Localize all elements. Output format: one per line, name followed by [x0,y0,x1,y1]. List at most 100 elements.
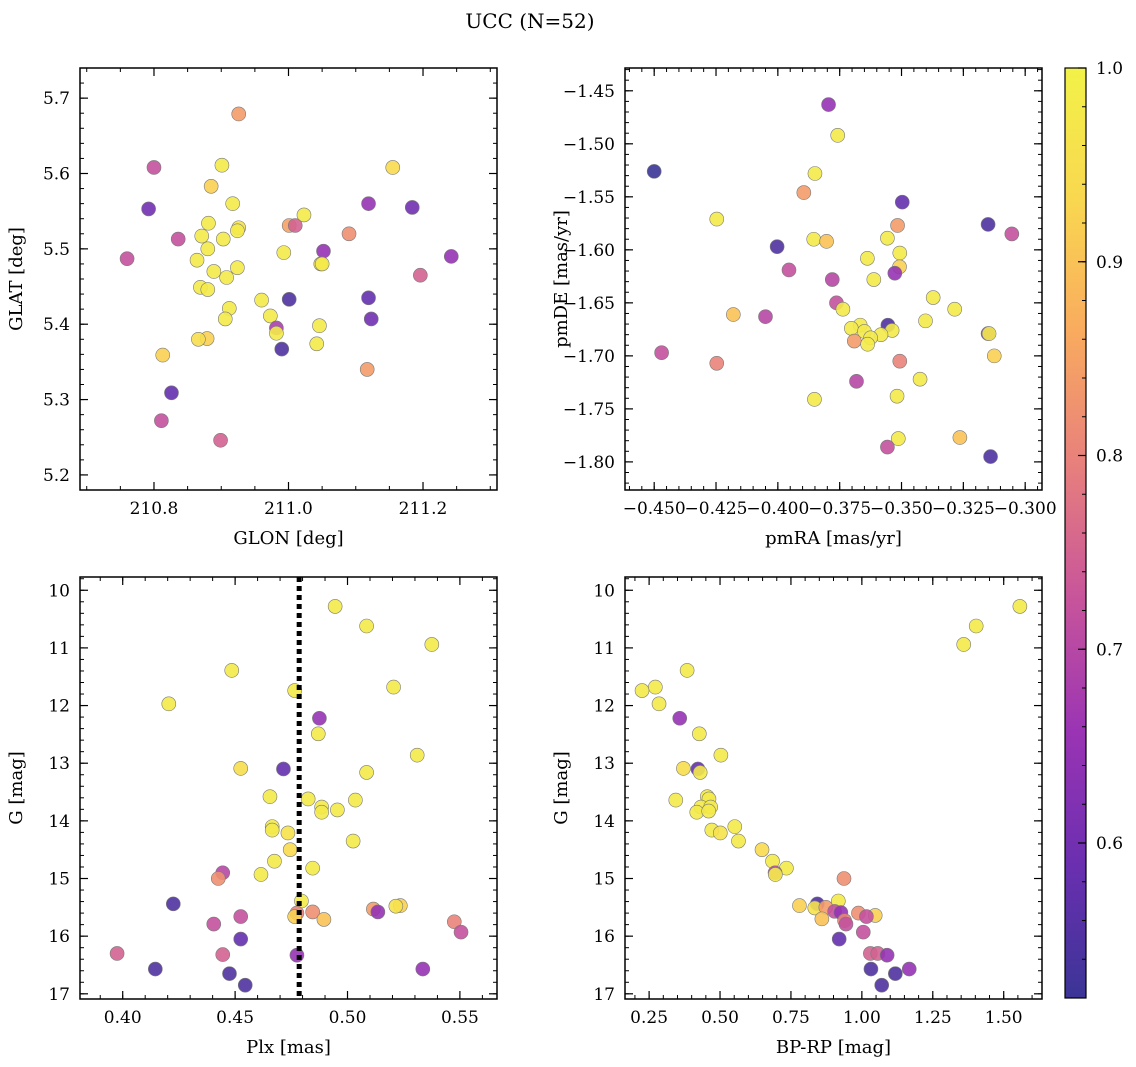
data-point [330,802,345,818]
y-tick-label: 15 [48,870,70,890]
data-point [194,228,210,244]
data-point [731,833,746,849]
y-axis-label: G [mag] [6,751,27,824]
data-point [210,871,226,886]
y-tick-label: 11 [593,639,615,659]
data-point [792,898,807,913]
colorbar: 0.6 0.7 0.8 0.9 1.0 [1064,59,1123,999]
data-point [692,726,707,742]
x-tick-label: 1.00 [843,1008,881,1028]
data-point [263,308,278,324]
data-point [345,833,361,849]
data-point [769,239,785,254]
data-point [983,449,998,464]
y-tick-label: 17 [48,985,70,1005]
data-point [709,355,725,371]
x-axis-label: GLON [deg] [233,528,343,549]
data-point [385,160,401,175]
data-point [807,392,822,407]
data-point [206,916,222,932]
data-point [314,804,329,820]
data-point [274,341,290,357]
y-tick-label: 17 [593,985,615,1005]
data-point [890,218,905,233]
colorbar-tick-label: 0.8 [1096,447,1123,467]
data-points [646,97,1020,464]
data-point [305,860,320,876]
data-point [874,977,890,993]
data-point [203,179,219,194]
y-tick-label: 13 [593,754,615,774]
data-point [672,710,688,726]
data-point [264,822,280,838]
data-point [846,333,862,349]
data-point [409,747,425,763]
data-point [668,792,684,808]
x-tick-label: 211.2 [399,499,448,519]
x-tick-label: 0.50 [701,1008,739,1028]
data-point [831,931,847,947]
data-point [981,326,997,341]
axes-frame [79,67,498,491]
data-point [214,157,230,173]
y-tick-label: −1.65 [563,294,615,314]
data-point [119,251,135,266]
data-point [860,336,875,352]
data-point [709,211,725,227]
scatter-panel-2: −0.450−0.425−0.400−0.375−0.350−0.325−0.3… [551,67,1057,549]
y-tick-label: 14 [48,812,70,832]
data-point [233,909,249,924]
x-tick-label: 211.0 [264,499,313,519]
x-tick-label: −0.400 [746,499,809,519]
data-point [956,637,972,652]
data-point [692,765,708,780]
figure-title: UCC (N=52) [465,9,594,33]
data-point [370,904,386,920]
y-tick-label: 10 [48,581,70,601]
data-point [141,201,156,217]
data-point [155,347,171,363]
data-point [654,345,669,360]
x-tick-label: −0.450 [623,499,686,519]
data-point [679,663,695,678]
colorbar-tick-label: 1.0 [1096,59,1123,79]
data-point [164,385,179,401]
data-point [446,914,462,930]
y-tick-label: −1.55 [563,188,615,208]
data-point [309,336,325,352]
y-tick-label: −1.80 [563,453,615,473]
x-tick-label: 210.8 [130,499,179,519]
data-point [806,231,822,247]
data-point [713,825,728,841]
data-points [119,106,459,448]
data-point [754,842,770,857]
x-tick-label: −0.350 [870,499,933,519]
y-tick-label: 5.2 [43,466,70,486]
data-point [230,260,245,275]
data-point [701,803,716,819]
data-point [233,931,249,947]
y-axis-label: pmDE [mas/yr] [551,210,572,348]
data-point [986,348,1002,364]
data-point [453,924,469,940]
x-tick-label: 1.25 [914,1008,952,1028]
y-tick-label: 5.4 [43,315,70,335]
y-tick-label: −1.70 [563,347,615,367]
data-point [341,226,357,242]
data-point [889,388,905,404]
data-point [237,977,253,993]
y-tick-label: −1.50 [563,135,615,155]
data-point [866,272,882,287]
y-axis-label: GLAT [deg] [6,227,27,331]
data-point [146,160,162,175]
data-point [859,909,874,924]
data-point [280,825,296,841]
data-point [109,946,125,961]
scatter-panel-4: 0.25 0.50 0.75 1.00 1.25 1.50 10 11 12 13 14 15 16 17… [551,576,1043,1058]
data-point [201,215,216,231]
data-point [891,431,906,446]
axes-frame [624,67,1043,491]
y-tick-label: 5.6 [43,165,70,185]
y-tick-label: 5.7 [43,89,70,109]
data-points [109,599,469,993]
